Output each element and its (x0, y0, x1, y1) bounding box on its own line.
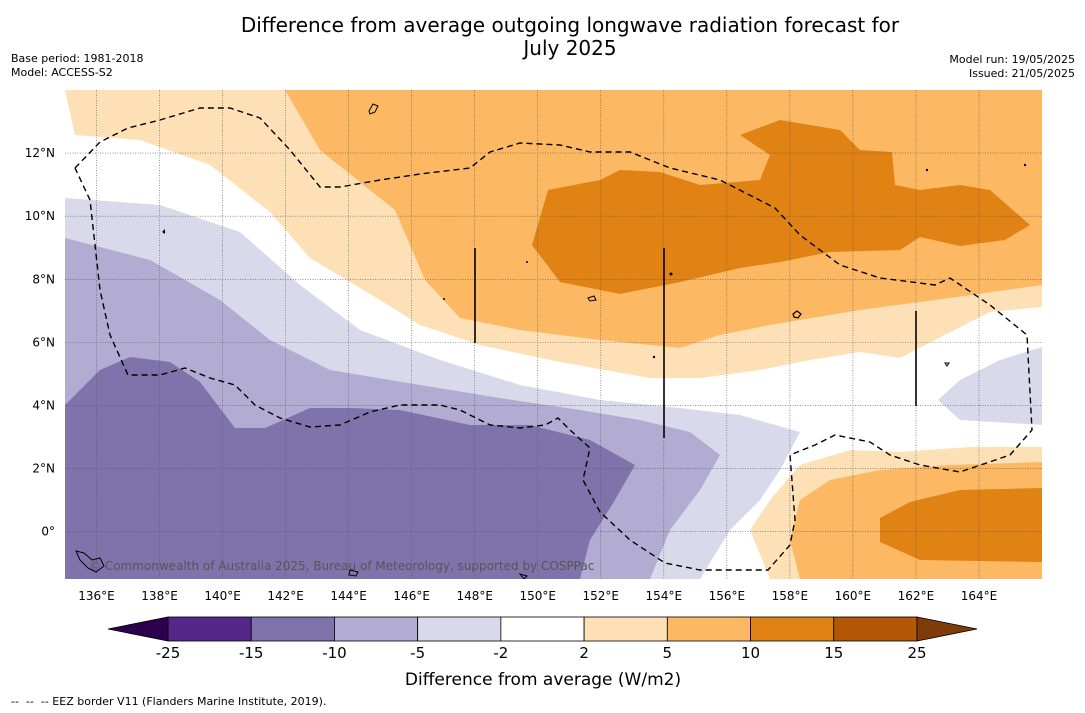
colorbar-labels: -25 -15 -10 -5 -2 2 5 10 15 25 (156, 644, 927, 662)
island-small-1 (518, 573, 528, 579)
colorbar-label-1: -15 (239, 644, 264, 662)
lat-tick-12: 12°N (25, 146, 55, 160)
lat-tick-6: 6°N (32, 335, 55, 349)
title-line-1: Difference from average outgoing longwav… (240, 13, 900, 37)
colorbar-cell-4 (500, 616, 585, 642)
island-small-2 (944, 362, 950, 367)
lon-tick-156: 156°E (709, 589, 746, 603)
colorbar-cell-8 (833, 616, 918, 642)
copyright-text: © Commonwealth of Australia 2025, Bureau… (89, 559, 594, 573)
island-manus (348, 569, 359, 577)
colorbar-extend-under (107, 616, 169, 642)
island-dot-5 (526, 261, 528, 263)
issued-date: Issued: 21/05/2025 (968, 66, 1075, 80)
longitude-ticks: 136°E 138°E 140°E 142°E 144°E 146°E 148°E 150°E… (78, 589, 997, 603)
colorbar-cells (167, 616, 918, 642)
lon-tick-142: 142°E (267, 589, 304, 603)
island-png-coast (75, 550, 105, 573)
colorbar-cell-2 (334, 616, 419, 642)
lon-tick-160: 160°E (835, 589, 872, 603)
lon-tick-138: 138°E (141, 589, 178, 603)
lon-tick-164: 164°E (961, 589, 998, 603)
lat-tick-8: 8°N (32, 272, 55, 286)
island-pohnpei (792, 310, 802, 319)
lon-tick-162: 162°E (898, 589, 935, 603)
colorbar-extend-over (916, 616, 978, 642)
island-dot-1 (669, 272, 673, 276)
colorbar-label-2: -10 (322, 644, 347, 662)
island-chuuk (587, 295, 597, 302)
graticule (65, 90, 1042, 579)
lon-tick-158: 158°E (772, 589, 809, 603)
lon-tick-148: 148°E (456, 589, 493, 603)
island-dot-4 (652, 355, 656, 359)
model-name: Model: ACCESS-S2 (11, 65, 113, 79)
colorbar-cell-6 (666, 616, 751, 642)
colorbar-label-0: -25 (156, 644, 181, 662)
colorbar-label-9: 25 (907, 644, 926, 662)
colorbar-label-6: 5 (663, 644, 673, 662)
island-north (368, 103, 379, 115)
lon-tick-140: 140°E (204, 589, 241, 603)
lat-tick-10: 10°N (25, 209, 55, 223)
island-dot-3 (925, 168, 929, 172)
island-palau (162, 229, 165, 234)
colorbar-cell-5 (583, 616, 668, 642)
colorbar-cell-1 (250, 616, 335, 642)
latitude-ticks: 0° 2°N 4°N 6°N 8°N 10°N 12°N (25, 146, 55, 539)
contour-positive-10-se (880, 488, 1042, 562)
colorbar-title: Difference from average (W/m2) (405, 670, 681, 690)
title-line-2: July 2025 (523, 36, 617, 60)
colorbar-label-3: -5 (410, 644, 425, 662)
contour-negative-10 (65, 357, 635, 579)
island-dot-6 (443, 298, 445, 300)
meta-left: Base period: 1981-2018 Model: ACCESS-S2 (11, 52, 143, 79)
lon-tick-136: 136°E (78, 589, 115, 603)
colorbar-label-5: 2 (579, 644, 589, 662)
colorbar-label-7: 10 (741, 644, 760, 662)
lon-tick-146: 146°E (393, 589, 430, 603)
eez-border-main (74, 107, 1033, 571)
lon-tick-152: 152°E (583, 589, 620, 603)
colorbar-cell-7 (750, 616, 835, 642)
meta-right: Model run: 19/05/2025 Issued: 21/05/2025 (949, 53, 1075, 80)
colorbar-cell-3 (417, 616, 502, 642)
island-dot-2 (1023, 163, 1027, 167)
footnote-eez: -- -- -- EEZ border V11 (Flanders Marine… (11, 695, 327, 708)
lon-tick-144: 144°E (330, 589, 367, 603)
colorbar-label-8: 15 (824, 644, 843, 662)
lat-tick-4: 4°N (32, 398, 55, 412)
lon-tick-150: 150°E (519, 589, 556, 603)
base-period: Base period: 1981-2018 (11, 52, 144, 65)
contour-positive-10 (532, 120, 1030, 294)
eez-vertical-segments (474, 248, 917, 438)
colorbar-cell-0 (167, 616, 252, 642)
lat-tick-0: 0° (41, 525, 55, 539)
contour-fills (65, 90, 1042, 579)
map-panel: © Commonwealth of Australia 2025, Bureau… (25, 90, 1042, 603)
eez-borders (74, 107, 1033, 571)
colorbar: -25 -15 -10 -5 -2 2 5 10 15 25 Difference from av… (107, 616, 978, 690)
chart-title: Difference from average outgoing longwav… (0, 14, 1085, 60)
lat-tick-2: 2°N (32, 462, 55, 476)
model-run: Model run: 19/05/2025 (949, 53, 1075, 66)
islands (75, 103, 1027, 579)
lon-tick-154: 154°E (646, 589, 683, 603)
colorbar-label-4: -2 (493, 644, 508, 662)
